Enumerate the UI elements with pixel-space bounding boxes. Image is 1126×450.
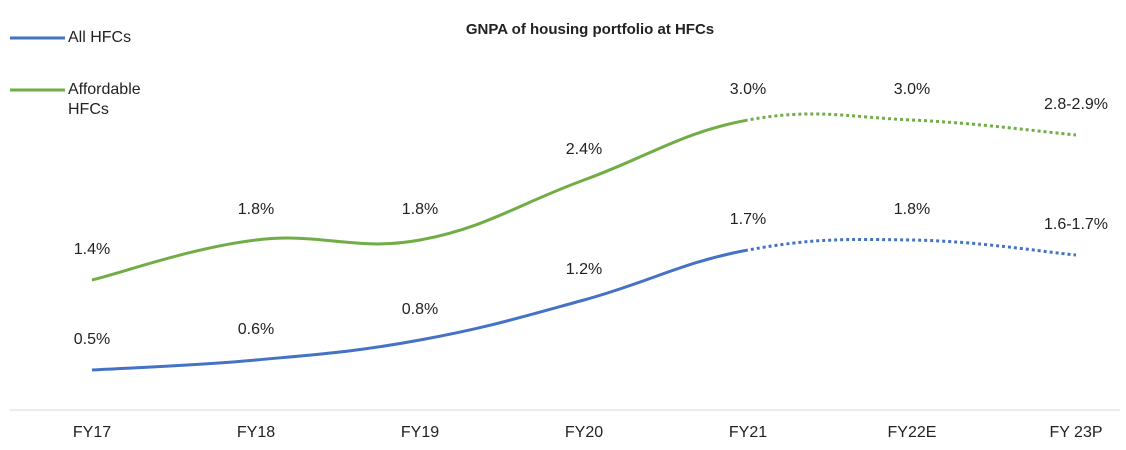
series-line — [91, 237, 1077, 372]
data-label: 0.6% — [238, 321, 274, 338]
data-label: 1.8% — [238, 201, 274, 218]
data-label: 3.0% — [894, 81, 930, 98]
data-label: 2.8-2.9% — [1044, 96, 1108, 113]
data-label: 1.8% — [402, 201, 438, 218]
data-label: 1.7% — [730, 211, 766, 228]
x-tick-label: FY19 — [401, 424, 439, 441]
data-label: 1.4% — [74, 241, 110, 258]
chart-title: GNPA of housing portfolio at HFCs — [466, 21, 714, 38]
data-label: 1.6-1.7% — [1044, 216, 1108, 233]
x-tick-label: FY22E — [888, 424, 937, 441]
data-label: 2.4% — [566, 141, 602, 158]
series-line — [91, 112, 1077, 282]
x-tick-label: FY21 — [729, 424, 767, 441]
x-tick-label: FY18 — [237, 424, 275, 441]
data-label: 0.5% — [74, 331, 110, 348]
data-label: 1.8% — [894, 201, 930, 218]
legend-label: All HFCs — [68, 29, 132, 46]
legend-label: Affordable HFCs — [68, 81, 141, 118]
data-label: 3.0% — [730, 81, 766, 98]
x-tick-label: FY17 — [73, 424, 111, 441]
x-tick-label: FY 23P — [1049, 424, 1102, 441]
data-label: 0.8% — [402, 301, 438, 318]
x-tick-label: FY20 — [565, 424, 603, 441]
data-label: 1.2% — [566, 261, 602, 278]
